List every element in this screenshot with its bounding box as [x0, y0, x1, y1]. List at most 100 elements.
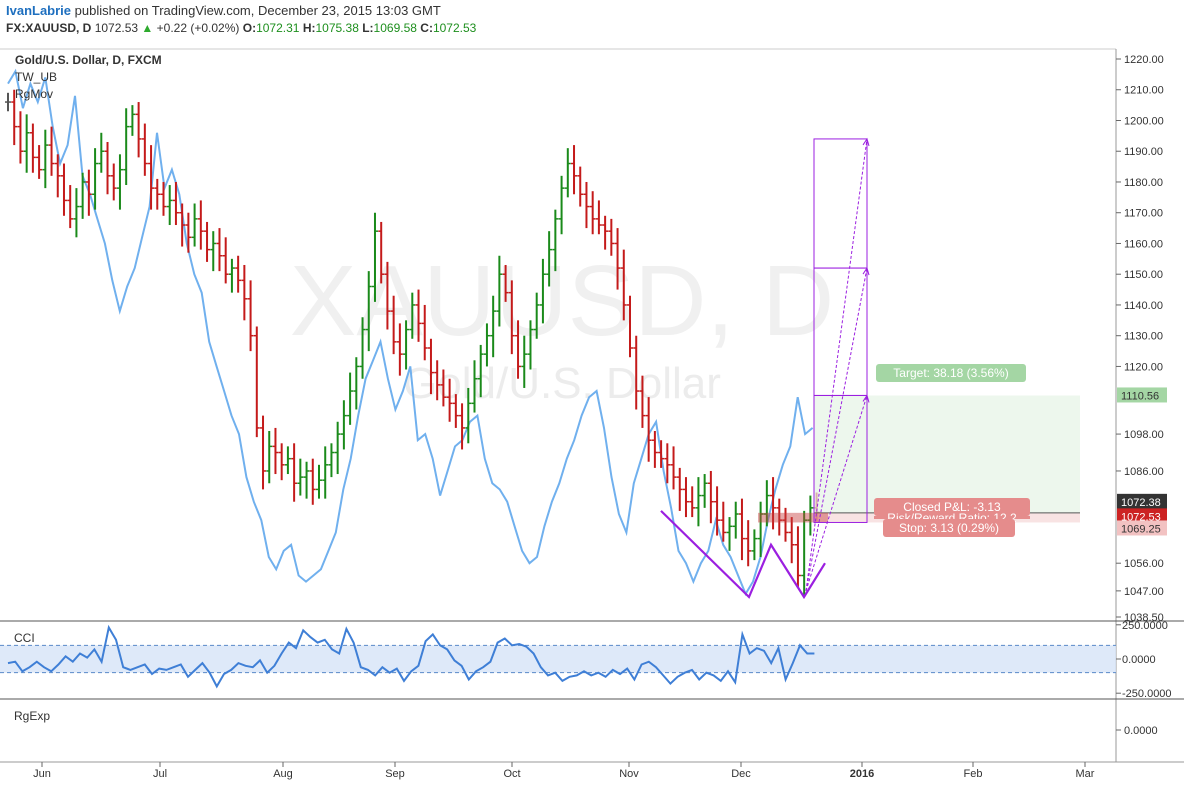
ohlc-bar: [714, 486, 721, 536]
ohlc-bar: [745, 520, 752, 567]
ohlc-bar: [79, 172, 86, 219]
ohlc-bar: [658, 440, 665, 468]
watermark-symbol: XAUUSD, D: [290, 245, 835, 357]
ohlc-bar: [179, 203, 186, 247]
ohlc-bar: [471, 360, 478, 413]
cci-band: [0, 645, 1116, 673]
cci-axis-label: 250.0000: [1122, 620, 1168, 632]
ohlc-bar: [291, 443, 298, 502]
price-axis-label: 1086.00: [1124, 466, 1164, 478]
price-change: +0.22 (+0.02%): [156, 21, 240, 35]
price-axis-label: 1130.00: [1124, 331, 1163, 343]
ohlc-bar: [427, 338, 434, 395]
price-axis[interactable]: 1038.50 1047.00 1056.00 1086.00 1098.00 1120.…: [1116, 54, 1164, 624]
rgexp-pane-label[interactable]: RgExp: [14, 709, 50, 723]
time-axis-label: Oct: [503, 768, 520, 780]
ohlc-bar: [235, 255, 242, 293]
price-tag-last: [1117, 508, 1167, 524]
indicator-rgmov-label[interactable]: RgMov: [15, 87, 53, 101]
ohlc-bar: [253, 326, 260, 438]
ohlc-bar: [210, 231, 217, 272]
time-axis-label: Feb: [964, 768, 983, 780]
chart-legend-title[interactable]: Gold/U.S. Dollar, D, FXCM: [15, 53, 162, 67]
stop-label: Stop: 3.13 (0.29%): [899, 521, 999, 535]
ohlc-bar: [48, 126, 55, 176]
ohlc-bar: [85, 169, 92, 216]
ohlc-bar: [682, 477, 689, 518]
ma-line-path: [7, 68, 814, 597]
time-axis-label: Aug: [273, 768, 293, 780]
ohlc-bar: [465, 387, 472, 444]
projection-arrow[interactable]: [805, 138, 868, 591]
pnl-label-box: [874, 498, 1030, 516]
ohlc-bar: [564, 148, 571, 198]
ohlc-bar: [720, 501, 727, 542]
ohlc-bar: [353, 357, 360, 410]
projection-arrow[interactable]: [805, 395, 868, 592]
indicator-tw-ub-label[interactable]: TW_UB: [15, 70, 57, 84]
price-tag-stop: [1117, 520, 1167, 536]
symbol-quote-line: FX:XAUUSD, D 1072.53 ▲ +0.22 (+0.02%) O:…: [6, 21, 476, 35]
ohlc-bar: [17, 111, 24, 164]
price-axis-label: 1180.00: [1124, 177, 1163, 189]
ohlc-bar: [738, 498, 745, 561]
ohlc-bar: [571, 145, 578, 195]
cci-indicator: 250.0000 0.0000 -250.0000: [0, 620, 1172, 700]
ohlc-bar: [763, 480, 770, 527]
ohlc-bar: [770, 477, 777, 530]
target-label-box: [876, 364, 1026, 382]
ohlc-bar: [222, 237, 229, 284]
ohlc-bar: [421, 304, 428, 361]
ohlc-bar: [303, 461, 310, 499]
ohlc-bar: [651, 431, 658, 468]
price-axis-label: 1098.00: [1124, 429, 1164, 441]
time-axis-label: Jul: [153, 768, 167, 780]
ohlc-bar: [266, 431, 273, 484]
w-pattern-line[interactable]: [660, 510, 826, 600]
ohlc-bar: [670, 446, 677, 490]
ohlc-bar: [359, 317, 366, 379]
pattern-drawing[interactable]: [660, 510, 826, 600]
ohlc-bar: [477, 344, 484, 398]
ohlc-bar: [788, 517, 795, 564]
ohlc-bar: [185, 212, 192, 253]
price-axis-label: 1190.00: [1124, 146, 1163, 158]
ohlc-bar: [558, 175, 565, 235]
time-axis-label: Dec: [731, 768, 751, 780]
open-label: O:: [242, 21, 257, 35]
ohlc-bar: [552, 209, 559, 272]
ohlc-bar: [197, 200, 204, 250]
ohlc-bar: [340, 400, 347, 450]
high-value: 1075.38: [315, 21, 359, 35]
moving-average-line: [7, 68, 814, 597]
ohlc-bar: [73, 188, 80, 238]
time-axis[interactable]: Jun Jul Aug Sep Oct Nov Dec 2016 Feb Mar: [33, 762, 1095, 780]
published-text: published on TradingView.com, December 2…: [74, 3, 441, 18]
ohlc-bar: [446, 378, 453, 422]
ohlc-bar: [154, 178, 161, 210]
target-zone[interactable]: [814, 395, 1080, 513]
ohlc-bar: [260, 415, 267, 490]
ohlc-bar: [247, 280, 254, 352]
price-tag-last-text: 1072.53: [1121, 511, 1161, 523]
ohlc-bar: [483, 323, 490, 367]
closed-pnl-label: Closed P&L: -3.13: [903, 500, 1001, 514]
ohlc-bar: [707, 470, 714, 524]
ohlc-bar: [60, 163, 67, 216]
ohlc-bar: [390, 295, 397, 355]
ohlc-bar: [334, 421, 341, 475]
cci-pane-label[interactable]: CCI: [14, 631, 35, 645]
price-axis-label: 1038.50: [1124, 612, 1164, 624]
ohlc-bar: [440, 369, 447, 407]
price-tag-target-text: 1110.56: [1121, 390, 1159, 402]
time-axis-label: 2016: [850, 768, 874, 780]
author-link[interactable]: IvanLabrie: [6, 3, 72, 18]
ohlc-bar: [639, 375, 646, 428]
ohlc-bar: [384, 261, 391, 330]
cci-line: [7, 624, 815, 689]
projection-box[interactable]: [813, 138, 868, 269]
publish-info: IvanLabrie published on TradingView.com,…: [6, 3, 441, 18]
ohlc-bar: [589, 191, 596, 235]
